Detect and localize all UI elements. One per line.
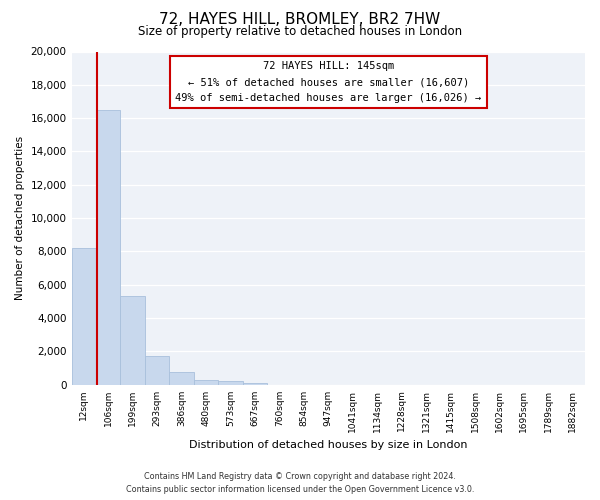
Text: Size of property relative to detached houses in London: Size of property relative to detached ho… [138, 25, 462, 38]
Bar [145, 356, 169, 384]
Bar [96, 110, 121, 384]
Text: Contains HM Land Registry data © Crown copyright and database right 2024.
Contai: Contains HM Land Registry data © Crown c… [126, 472, 474, 494]
Bar [169, 372, 194, 384]
Bar [121, 296, 145, 384]
Bar [71, 248, 96, 384]
Y-axis label: Number of detached properties: Number of detached properties [15, 136, 25, 300]
Bar [194, 380, 218, 384]
X-axis label: Distribution of detached houses by size in London: Distribution of detached houses by size … [189, 440, 467, 450]
Text: 72, HAYES HILL, BROMLEY, BR2 7HW: 72, HAYES HILL, BROMLEY, BR2 7HW [160, 12, 440, 28]
Bar [242, 382, 267, 384]
Bar [218, 382, 242, 384]
Text: 72 HAYES HILL: 145sqm
← 51% of detached houses are smaller (16,607)
49% of semi-: 72 HAYES HILL: 145sqm ← 51% of detached … [175, 62, 481, 102]
